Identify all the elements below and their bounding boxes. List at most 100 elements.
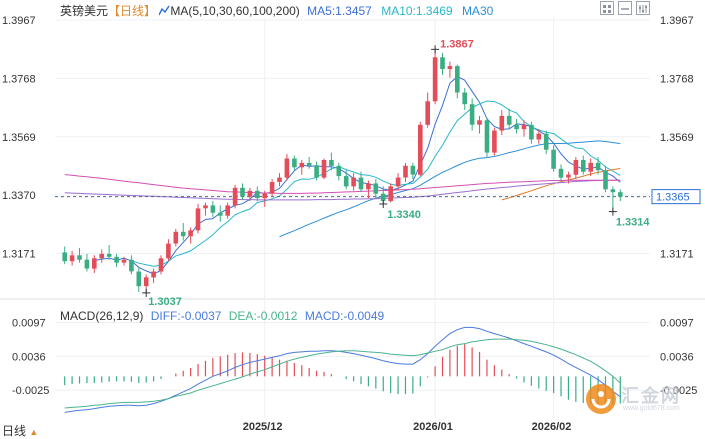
candle-body [477,120,482,125]
chart-header: 英镑美元【日线】 MA(5,10,30,60,100,200) MA5:1.34… [60,2,493,19]
candle-body [418,124,423,175]
caret-up-icon: ▲ [29,427,39,437]
period-switcher[interactable]: 日线 ▲ [2,422,38,439]
chart-style-icon[interactable] [158,5,170,16]
low-annotation-label: 1.3037 [148,296,182,308]
ma-params[interactable]: MA(5,10,30,60,100,200) [170,4,300,18]
candle-body [240,187,245,197]
price-tick-label-left: 1.3967 [2,15,36,27]
candle-body [380,193,386,201]
ma-line-ma60 [501,168,621,201]
recent-low-annotation-label: 1.3314 [616,217,651,229]
candle-body [284,158,290,178]
candle-body [588,162,593,172]
gold678-logo-icon [586,384,616,414]
candle-body [573,160,579,175]
candle-body [158,258,164,272]
candle-body [336,165,342,177]
candle-body [440,57,445,69]
current-price-tag [651,189,701,205]
candle-body [506,115,512,125]
candle-body [351,177,356,187]
candle-body [536,133,542,140]
candle-body [432,57,438,102]
instrument-title: 英镑美元 [60,4,109,18]
macd-diff-value: DIFF:-0.0037 [150,309,222,323]
candle-body [232,187,238,206]
macd-tick-label-left: -0.0025 [12,385,49,397]
candle-body [277,177,282,182]
ma-line-ma30 [279,140,621,238]
settings-sliders-icon[interactable] [636,1,650,15]
candle-body [455,66,460,93]
candle-body [62,252,67,262]
candle-body [180,231,186,237]
candle-body [618,192,623,197]
macd-dea-line [64,338,621,409]
candle-body [255,190,260,199]
candle-body [129,259,134,272]
candle-body [269,182,275,194]
candle-body [425,101,430,125]
candle-body [529,124,534,140]
price-tick-label-left: 1.3569 [2,132,36,144]
candle-body [99,253,104,259]
candle-body [151,271,156,278]
candle-body [188,230,193,237]
candle-body [84,259,90,269]
candle-body [343,176,349,187]
macd-tick-label-left: 0.0097 [12,317,46,329]
period-switcher-label: 日线 [2,424,27,438]
candle-body [92,258,97,269]
candle-body [603,170,608,190]
price-tick-label-left: 1.3768 [2,73,36,85]
candle-body [447,66,453,69]
candle-body [492,130,497,153]
candle-body [77,255,82,260]
candle-body [173,231,179,244]
watermark-url: www.gold678.com [623,405,680,412]
candle-body [195,208,201,231]
candle-body [329,160,334,166]
candle-body [521,124,527,130]
candle-body [225,205,230,216]
candle-body [403,165,408,178]
candle-body [514,124,519,130]
price-tick-label-right: 1.3967 [660,15,694,27]
macd-params[interactable]: MACD(26,12,9) [60,309,144,323]
candle-body [210,205,216,213]
candle-body [203,205,208,209]
candle-body [69,255,75,262]
macd-header: MACD(26,12,9) DIFF:-0.0037 DEA:-0.0012 M… [60,309,384,323]
candle-body [114,256,119,263]
price-tick-label-right: 1.3768 [660,73,694,85]
ma10-value: MA10:1.3469 [381,4,453,18]
candle-body [373,183,379,194]
x-tick-label: 2025/12 [243,421,283,433]
grid-layout-icon[interactable] [600,1,614,15]
candle-body [410,165,416,175]
candle-body [566,174,571,178]
price-tick-label-left: 1.3370 [2,190,36,202]
candle-body [314,165,319,178]
price-tick-label-left: 1.3171 [2,249,36,261]
candle-body [499,115,505,131]
minus-icon[interactable] [618,1,632,15]
candle-body [121,259,127,263]
candle-body [166,243,171,259]
macd-tick-label-right: -0.0025 [660,385,697,397]
price-tick-label-right: 1.3569 [660,132,694,144]
period-tab[interactable]: 【日线】 [108,4,157,18]
candle-body [306,162,312,166]
macd-diff-line [64,326,621,413]
candle-body [543,133,549,150]
ma30-value: MA30 [461,4,494,18]
macd-tick-label-right: 0.0036 [660,351,694,363]
candle-body [388,186,393,202]
ma-line-ma200 [64,174,621,194]
x-tick-label: 2026/02 [532,421,572,433]
watermark-name: 汇金网 [621,386,681,406]
x-tick-label: 2026/01 [413,421,453,433]
current-price-tag-label: 1.3365 [656,192,690,204]
